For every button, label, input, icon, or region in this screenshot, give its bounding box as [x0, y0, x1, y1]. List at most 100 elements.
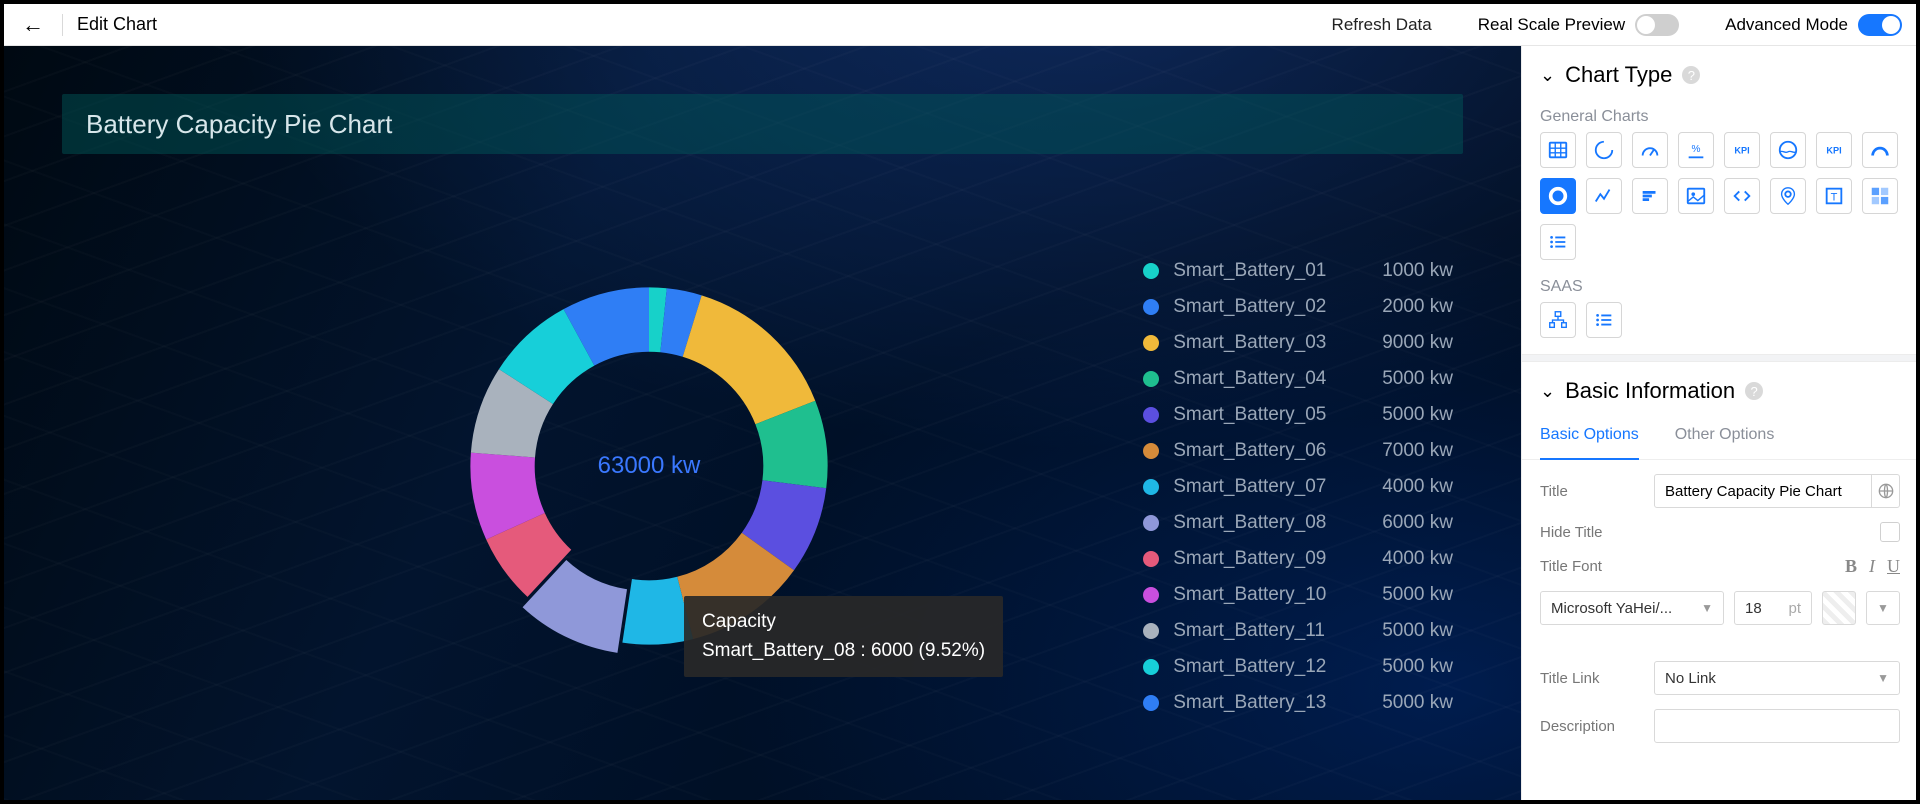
chart-type-picture-icon[interactable]	[1678, 178, 1714, 214]
legend-label: Smart_Battery_12	[1173, 656, 1368, 678]
legend-label: Smart_Battery_13	[1173, 692, 1368, 714]
chart-type-kpi-icon[interactable]: KPI	[1724, 132, 1760, 168]
chart-type-bar-icon[interactable]	[1632, 178, 1668, 214]
chevron-down-icon: ▼	[1701, 601, 1713, 615]
legend-value: 7000 kw	[1382, 440, 1453, 462]
legend-item[interactable]: Smart_Battery_022000 kw	[1143, 296, 1453, 318]
properties-panel: ⌄ Chart Type ? General Charts % KPI KPI T S…	[1521, 46, 1916, 800]
legend-value: 5000 kw	[1382, 368, 1453, 390]
chart-type-table-icon[interactable]	[1540, 132, 1576, 168]
tooltip-series: Capacity	[702, 608, 985, 637]
real-scale-preview-label: Real Scale Preview	[1478, 15, 1625, 35]
title-link-select[interactable]: No Link ▼	[1654, 661, 1900, 695]
back-button[interactable]: ←	[18, 14, 48, 36]
italic-button[interactable]: I	[1869, 556, 1875, 577]
font-color-swatch[interactable]	[1822, 591, 1856, 625]
underline-button[interactable]: U	[1887, 556, 1900, 577]
legend-item[interactable]: Smart_Battery_13 5000 kw	[1143, 692, 1453, 714]
basic-info-collapse-icon[interactable]: ⌄	[1540, 381, 1555, 402]
tab-basic-options[interactable]: Basic Options	[1540, 412, 1639, 460]
chart-type-org-icon[interactable]	[1540, 302, 1576, 338]
help-icon[interactable]: ?	[1682, 66, 1700, 84]
help-icon[interactable]: ?	[1745, 382, 1763, 400]
chart-type-gauge-icon[interactable]	[1586, 132, 1622, 168]
hide-title-checkbox[interactable]	[1880, 522, 1900, 542]
chart-type-line-icon[interactable]	[1586, 178, 1622, 214]
refresh-data-button[interactable]: Refresh Data	[1332, 15, 1432, 35]
legend-value: 2000 kw	[1382, 296, 1453, 318]
chart-type-grid-icon[interactable]	[1862, 178, 1898, 214]
advanced-mode-label: Advanced Mode	[1725, 15, 1848, 35]
legend-item[interactable]: Smart_Battery_074000 kw	[1143, 476, 1453, 498]
chart-type-liquid-icon[interactable]	[1770, 132, 1806, 168]
legend-item[interactable]: Smart_Battery_115000 kw	[1143, 620, 1453, 642]
legend-label: Smart_Battery_01	[1173, 260, 1368, 282]
chart-type-text-icon[interactable]: T	[1816, 178, 1852, 214]
divider	[62, 14, 63, 36]
legend-swatch-icon	[1143, 623, 1159, 639]
donut-slice[interactable]	[683, 295, 816, 424]
legend-swatch-icon	[1143, 659, 1159, 675]
chart-type-percent-icon[interactable]: %	[1678, 132, 1714, 168]
legend-item[interactable]: Smart_Battery_09 4000 kw	[1143, 548, 1453, 570]
advanced-mode-toggle[interactable]	[1858, 14, 1902, 36]
chart-type-list-icon[interactable]	[1540, 224, 1576, 260]
chart-type-arc-icon[interactable]	[1862, 132, 1898, 168]
legend-item[interactable]: Smart_Battery_055000 kw	[1143, 404, 1453, 426]
title-link-value: No Link	[1665, 670, 1716, 687]
chart-title-bar: Battery Capacity Pie Chart	[62, 94, 1463, 154]
legend-swatch-icon	[1143, 371, 1159, 387]
legend-value: 1000 kw	[1382, 260, 1453, 282]
page-title: Edit Chart	[77, 14, 157, 35]
legend-label: Smart_Battery_03	[1173, 332, 1368, 354]
legend-item[interactable]: Smart_Battery_067000 kw	[1143, 440, 1453, 462]
basic-info-heading: Basic Information	[1565, 378, 1735, 404]
title-input[interactable]	[1665, 483, 1871, 500]
legend-item[interactable]: Smart_Battery_086000 kw	[1143, 512, 1453, 534]
font-size-unit: pt	[1788, 600, 1801, 617]
tab-other-options[interactable]: Other Options	[1675, 412, 1775, 459]
legend-item[interactable]: Smart_Battery_045000 kw	[1143, 368, 1453, 390]
font-family-select[interactable]: Microsoft YaHei/... ▼	[1540, 591, 1724, 625]
chart-type-map-icon[interactable]	[1770, 178, 1806, 214]
tooltip-detail: Smart_Battery_08 : 6000 (9.52%)	[702, 637, 985, 666]
bold-button[interactable]: B	[1845, 556, 1857, 577]
title-label: Title	[1540, 483, 1644, 500]
svg-text:%: %	[1692, 144, 1701, 155]
globe-icon[interactable]	[1871, 475, 1899, 507]
legend-value: 5000 kw	[1382, 692, 1453, 714]
legend-label: Smart_Battery_07	[1173, 476, 1368, 498]
real-scale-preview-toggle[interactable]	[1635, 14, 1679, 36]
svg-text:KPI: KPI	[1826, 146, 1841, 156]
legend-label: Smart_Battery_09	[1173, 548, 1368, 570]
legend-swatch-icon	[1143, 407, 1159, 423]
description-input[interactable]	[1665, 718, 1889, 735]
chart-type-donut-icon[interactable]	[1540, 178, 1576, 214]
legend-item[interactable]: Smart_Battery_01 1000 kw	[1143, 260, 1453, 282]
general-charts-label: General Charts	[1540, 108, 1900, 126]
legend-item[interactable]: Smart_Battery_105000 kw	[1143, 584, 1453, 606]
title-font-label: Title Font	[1540, 558, 1644, 575]
legend-value: 5000 kw	[1382, 584, 1453, 606]
font-size-input[interactable]: 18	[1745, 600, 1762, 617]
svg-text:T: T	[1831, 192, 1838, 204]
legend-item[interactable]: Smart_Battery_039000 kw	[1143, 332, 1453, 354]
chart-type-code-icon[interactable]	[1724, 178, 1760, 214]
chart-type-collapse-icon[interactable]: ⌄	[1540, 65, 1555, 86]
legend-swatch-icon	[1143, 335, 1159, 351]
legend-swatch-icon	[1143, 443, 1159, 459]
legend-value: 5000 kw	[1382, 404, 1453, 426]
legend-label: Smart_Battery_08	[1173, 512, 1368, 534]
chart-type-kpi2-icon[interactable]: KPI	[1816, 132, 1852, 168]
legend-swatch-icon	[1143, 299, 1159, 315]
legend-value: 5000 kw	[1382, 620, 1453, 642]
chart-type-heading: Chart Type	[1565, 62, 1672, 88]
legend-item[interactable]: Smart_Battery_125000 kw	[1143, 656, 1453, 678]
font-color-dropdown[interactable]: ▼	[1866, 591, 1900, 625]
saas-label: SAAS	[1540, 278, 1900, 296]
chart-type-speed-icon[interactable]	[1632, 132, 1668, 168]
legend-swatch-icon	[1143, 479, 1159, 495]
legend-value: 4000 kw	[1382, 548, 1453, 570]
legend-swatch-icon	[1143, 263, 1159, 279]
chart-type-list2-icon[interactable]	[1586, 302, 1622, 338]
